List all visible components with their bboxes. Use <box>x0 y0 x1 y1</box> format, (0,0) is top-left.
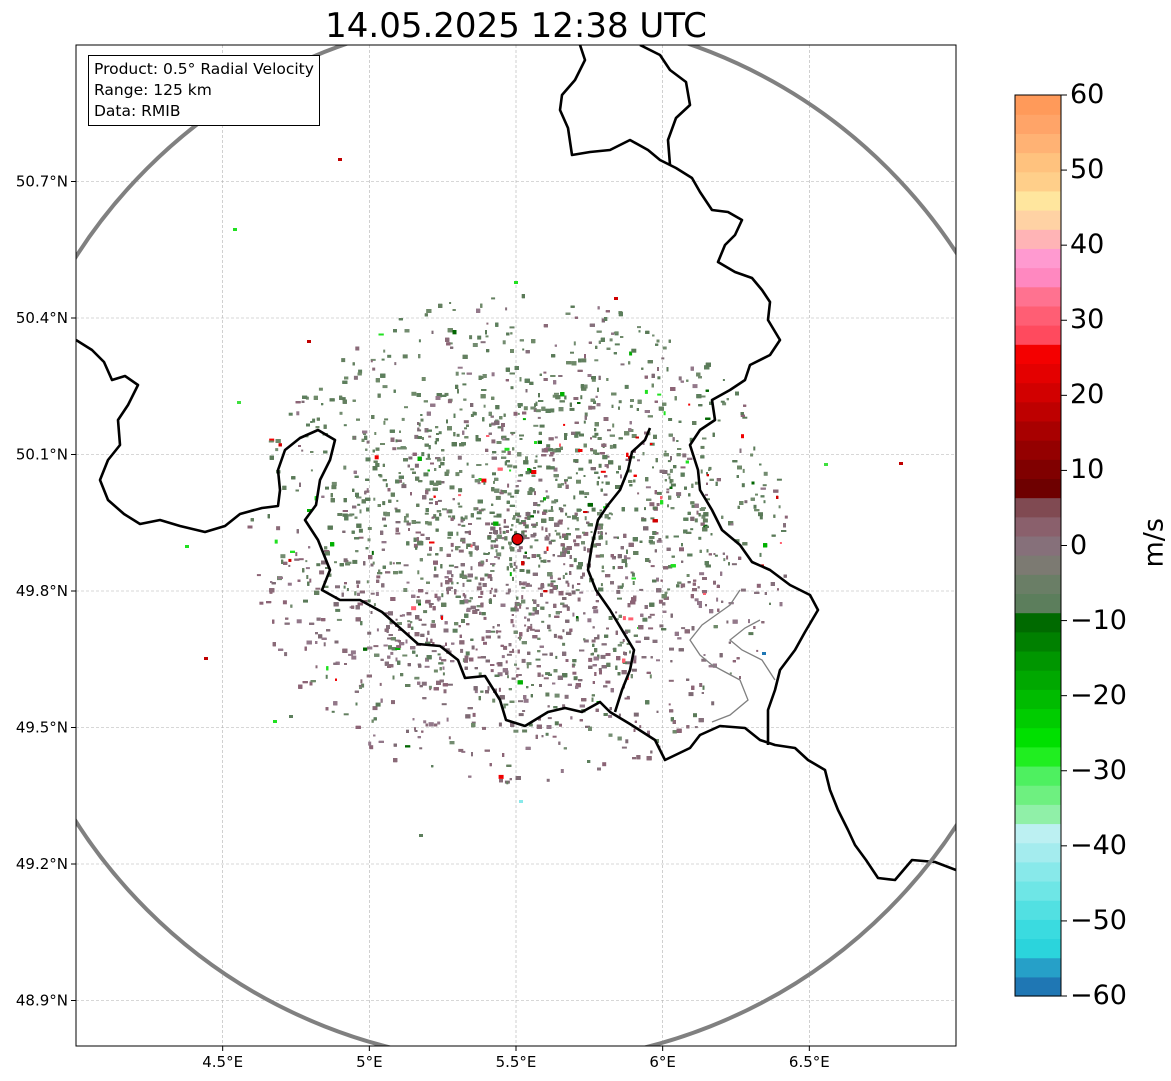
colorbar-tick-label: 10 <box>1070 454 1105 486</box>
colorbar-segment <box>1015 248 1061 269</box>
border-line <box>639 45 692 166</box>
colorbar-segment <box>1015 670 1061 690</box>
colorbar-segment <box>1015 535 1061 556</box>
colorbar-segment <box>1015 555 1061 575</box>
colorbar-tick-label: −30 <box>1070 754 1127 786</box>
colorbar-tick-label: −60 <box>1070 980 1127 1011</box>
colorbar-segment <box>1015 363 1061 384</box>
colorbar-tick-label: −10 <box>1070 604 1127 636</box>
product-info-box: Product: 0.5° Radial Velocity Range: 125… <box>88 55 320 126</box>
colorbar-segment <box>1015 420 1061 441</box>
colorbar-segment <box>1015 459 1061 480</box>
colorbar-segment <box>1015 440 1061 460</box>
province-border-line <box>728 619 776 681</box>
x-tick-label: 5.5°E <box>496 1053 537 1071</box>
colorbar-segment <box>1015 746 1061 767</box>
x-tick-label: 6°E <box>649 1053 676 1071</box>
colorbar-segment <box>1015 497 1061 518</box>
colorbar-segment <box>1015 516 1061 537</box>
colorbar-segment <box>1015 785 1061 805</box>
colorbar-segment <box>1015 631 1061 652</box>
x-axis-ticks: 4.5°E 5°E 5.5°E 6°E 6.5°E <box>202 1046 830 1071</box>
colorbar-segment <box>1015 900 1061 920</box>
colorbar-segment <box>1015 478 1061 499</box>
y-tick-label: 49.8°N <box>16 582 68 600</box>
data-source-label: Data: RMIB <box>94 102 181 120</box>
colorbar-segment <box>1015 976 1061 997</box>
colorbar-segment <box>1015 133 1061 154</box>
radar-echoes <box>185 158 903 837</box>
colorbar-segment <box>1015 861 1061 882</box>
colorbar-tick-label: −40 <box>1070 829 1127 861</box>
colorbar-segment <box>1015 727 1061 748</box>
country-borders <box>76 45 956 882</box>
y-tick-label: 48.9°N <box>16 992 68 1010</box>
colorbar-tick-label: −50 <box>1070 904 1127 936</box>
colorbar-segment <box>1015 842 1061 863</box>
y-tick-label: 49.2°N <box>16 855 68 873</box>
colorbar-segment <box>1015 938 1061 959</box>
colorbar-segment <box>1015 114 1061 134</box>
colorbar-segment <box>1015 401 1061 422</box>
x-tick-label: 5°E <box>356 1053 383 1071</box>
y-tick-label: 50.4°N <box>16 309 68 327</box>
colorbar-segment <box>1015 593 1061 614</box>
colorbar-segment <box>1015 305 1061 326</box>
colorbar-segment <box>1015 612 1061 633</box>
map-title: 14.05.2025 12:38 UTC <box>325 6 707 46</box>
colorbar-tick-label: −20 <box>1070 679 1127 711</box>
colorbar-tick-label: 20 <box>1070 379 1105 411</box>
colorbar-segment <box>1015 957 1061 978</box>
gridlines <box>76 45 956 1046</box>
colorbar-segment <box>1015 286 1061 307</box>
y-tick-label: 50.1°N <box>16 446 68 464</box>
colorbar-segment <box>1015 95 1061 115</box>
colorbar-segment <box>1015 382 1061 403</box>
y-tick-label: 50.7°N <box>16 173 68 191</box>
border-line <box>76 338 956 882</box>
colorbar-unit-label: m/s <box>1138 518 1170 568</box>
product-label: Product: 0.5° Radial Velocity <box>94 60 314 78</box>
y-axis-ticks: 50.7°N 50.4°N 50.1°N 49.8°N 49.5°N 49.2°N 48.9… <box>16 173 76 1010</box>
colorbar-segment <box>1015 574 1061 595</box>
colorbar-segment <box>1015 919 1061 940</box>
colorbar-segment <box>1015 650 1061 671</box>
colorbar-segment <box>1015 229 1061 249</box>
colorbar-segment <box>1015 804 1061 825</box>
border-line <box>558 45 820 745</box>
x-tick-label: 6.5°E <box>789 1053 830 1071</box>
y-tick-label: 49.5°N <box>16 719 68 737</box>
colorbar-tick-label: 0 <box>1070 529 1088 561</box>
colorbar-segment <box>1015 190 1061 211</box>
colorbar-tick-label: 40 <box>1070 229 1105 261</box>
colorbar-segment <box>1015 765 1061 786</box>
border-line <box>586 427 652 713</box>
colorbar-segment <box>1015 267 1061 288</box>
colorbar <box>1014 94 1067 997</box>
range-label: Range: 125 km <box>94 81 212 99</box>
x-tick-label: 4.5°E <box>202 1053 243 1071</box>
colorbar-segment <box>1015 880 1061 901</box>
colorbar-segment <box>1015 171 1061 192</box>
colorbar-segment <box>1015 708 1061 729</box>
colorbar-segment <box>1015 689 1061 710</box>
colorbar-segment <box>1015 823 1061 844</box>
colorbar-segment <box>1015 152 1061 173</box>
colorbar-tick-label: 60 <box>1070 79 1105 110</box>
colorbar-tick-label: 30 <box>1070 304 1105 336</box>
province-border-line <box>689 589 749 723</box>
colorbar-tick-label: 50 <box>1070 154 1105 186</box>
colorbar-segment <box>1015 210 1061 230</box>
colorbar-segment <box>1015 344 1061 364</box>
radar-site-marker[interactable] <box>511 533 524 546</box>
colorbar-segment <box>1015 325 1061 345</box>
